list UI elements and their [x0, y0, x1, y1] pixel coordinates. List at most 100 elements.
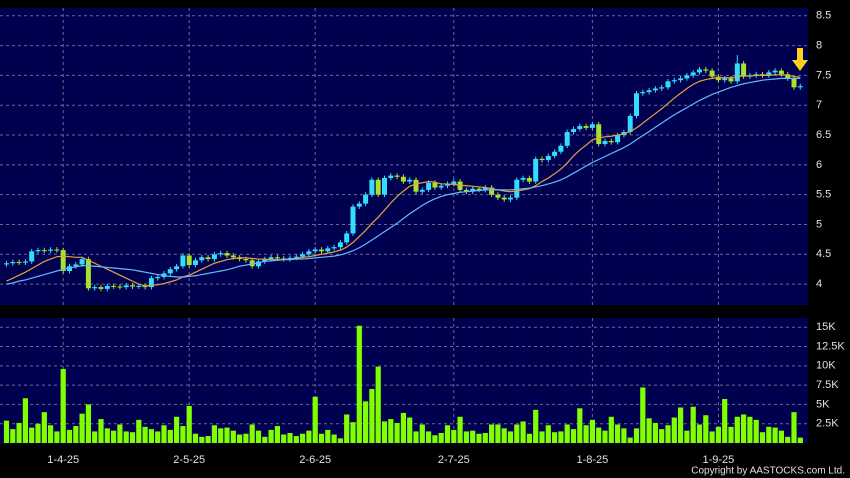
candle-body: [268, 257, 274, 260]
volume-bar: [29, 427, 35, 443]
candle-body: [741, 63, 747, 77]
volume-bar: [192, 433, 199, 443]
candle-body: [778, 70, 784, 75]
candle-body: [79, 259, 85, 265]
y-tick-label: 7: [816, 99, 822, 111]
volume-bar: [407, 417, 413, 443]
volume-bar: [589, 419, 595, 443]
volume-bar: [174, 416, 180, 443]
candle-body: [300, 254, 306, 257]
volume-bar: [369, 388, 375, 443]
x-tick-label: 2-6-25: [299, 454, 331, 466]
volume-bar: [148, 429, 154, 443]
volume-bar: [734, 416, 740, 443]
volume-bar: [785, 436, 791, 443]
volume-bar: [375, 366, 381, 443]
volume-bar: [539, 431, 545, 443]
volume-bar: [98, 419, 104, 443]
volume-bar: [92, 431, 98, 443]
candle-body: [400, 176, 406, 182]
candle-body: [627, 115, 633, 133]
candle-body: [526, 177, 532, 182]
volume-bar: [690, 406, 696, 443]
volume-bar: [444, 425, 451, 443]
volume-bar: [552, 432, 558, 443]
candle-body: [709, 70, 715, 77]
candle-body: [388, 175, 394, 178]
candle-body: [48, 249, 54, 251]
volume-bar: [350, 422, 356, 443]
volume-bar: [337, 438, 343, 443]
candle-body: [73, 264, 79, 267]
volume-bar: [41, 412, 47, 443]
candle-body: [243, 259, 249, 261]
candle-body: [615, 135, 621, 143]
candle-body: [508, 197, 513, 200]
volume-bar: [640, 387, 646, 443]
volume-bar: [470, 430, 476, 443]
volume-bar: [218, 428, 224, 443]
volume-bar: [627, 437, 633, 443]
volume-bar: [633, 428, 640, 443]
volume-bar: [249, 424, 255, 443]
candle-body: [558, 145, 564, 152]
x-tick-label: 1-4-25: [47, 454, 79, 466]
volume-bar: [10, 429, 16, 443]
volume-bar: [104, 428, 110, 443]
candle-body: [319, 249, 324, 252]
volume-bar: [489, 424, 495, 443]
volume-bar: [766, 426, 772, 443]
volume-bar: [186, 405, 192, 443]
volume-bar: [48, 425, 54, 443]
volume-bar: [722, 399, 728, 443]
volume-bar: [646, 418, 652, 443]
volume-bar: [741, 414, 747, 443]
candle-body: [363, 194, 369, 204]
volume-bar: [129, 432, 136, 443]
volume-bar: [564, 424, 570, 443]
candle-body: [703, 69, 709, 71]
volume-bar: [797, 437, 803, 443]
price-panel: [0, 8, 808, 305]
volume-bar: [54, 431, 60, 443]
candle-body: [256, 261, 261, 267]
candle-body: [684, 75, 690, 79]
volume-bar: [426, 431, 432, 443]
candle-body: [394, 175, 400, 177]
candle-body: [85, 259, 91, 289]
candle-body: [438, 185, 444, 188]
candle-body: [690, 72, 696, 76]
volume-bar: [608, 416, 614, 443]
candle-body: [167, 269, 173, 274]
candle-body: [356, 203, 362, 207]
volume-bar: [526, 433, 532, 443]
candle-body: [111, 285, 117, 287]
volume-bar: [344, 414, 350, 443]
volume-bar: [79, 413, 85, 443]
candle-body: [571, 129, 576, 133]
candle-body: [407, 179, 413, 182]
volume-bar: [438, 432, 444, 443]
candle-body: [545, 155, 551, 161]
volume-bar: [778, 430, 784, 443]
candle-body: [148, 278, 154, 288]
candle-body: [489, 187, 495, 195]
candle-body: [501, 197, 507, 200]
arrow-icon: [792, 48, 808, 71]
candle-body: [344, 233, 350, 243]
volume-bar: [715, 426, 721, 443]
candle-body: [728, 78, 734, 82]
volume-bar: [596, 427, 602, 443]
volume-bar: [312, 396, 318, 443]
candle-body: [539, 158, 545, 161]
candle-body: [35, 250, 41, 252]
candle-body: [123, 285, 129, 288]
candle-body: [432, 182, 438, 188]
y-tick-label: 5: [816, 218, 822, 230]
candle-body: [375, 179, 381, 195]
volume-bar: [66, 429, 73, 443]
volume-bar: [507, 431, 514, 443]
candle-body: [136, 285, 142, 287]
volume-bar: [268, 429, 274, 443]
candle-body: [596, 124, 602, 144]
